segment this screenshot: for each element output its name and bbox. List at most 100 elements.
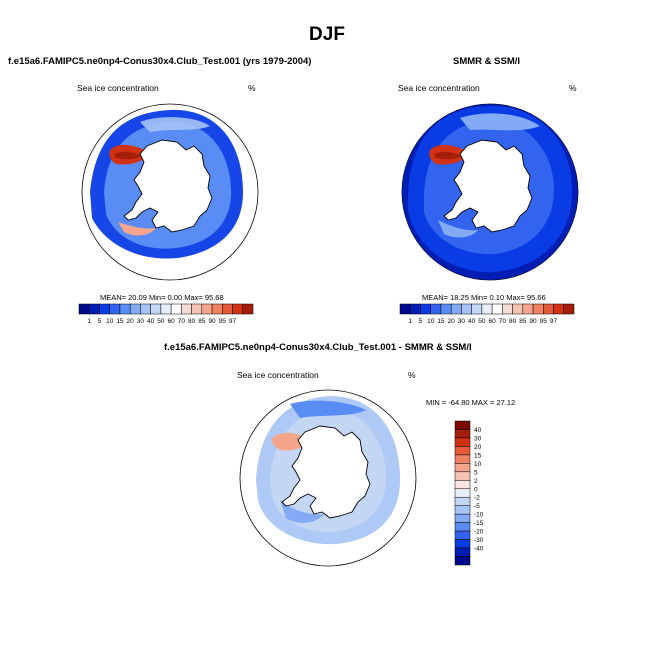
colorbar-2-swatch bbox=[532, 303, 544, 315]
colorbar-3-swatch bbox=[454, 420, 471, 430]
page-title: DJF bbox=[309, 24, 345, 45]
colorbar-2-tick-label: 80 bbox=[509, 318, 517, 325]
colorbar-2-swatch bbox=[440, 303, 452, 315]
colorbar-2-tick-label: 50 bbox=[478, 318, 486, 325]
colorbar-2-swatch bbox=[399, 303, 411, 315]
colorbar-1-swatch bbox=[109, 303, 121, 315]
colorbar-3-swatch bbox=[454, 530, 471, 540]
colorbar-1-tick-label: 10 bbox=[106, 318, 114, 325]
colorbar-3-tick-label: -5 bbox=[474, 503, 480, 510]
colorbar-1-swatch bbox=[222, 303, 233, 315]
colorbar-3-swatch bbox=[454, 454, 471, 464]
colorbar-2-swatch bbox=[502, 303, 513, 315]
colorbar-2-swatch bbox=[563, 303, 575, 315]
panel-2-stats: MEAN= 18.25 Min= 0.10 Max= 95.66 bbox=[422, 293, 546, 302]
colorbar-2-swatch bbox=[430, 303, 442, 315]
colorbar-1-tick-label: 5 bbox=[98, 318, 102, 325]
colorbar-1-swatch bbox=[181, 303, 192, 315]
colorbar-3-tick-label: 40 bbox=[474, 427, 482, 434]
colorbar-1-swatch bbox=[211, 303, 223, 315]
colorbar-3-swatch bbox=[454, 522, 471, 532]
colorbar-1-tick-label: 95 bbox=[219, 318, 227, 325]
colorbar-2-tick-label: 5 bbox=[419, 318, 423, 325]
colorbar-2-tick-label: 15 bbox=[437, 318, 445, 325]
colorbar-2-tick-label: 1 bbox=[408, 318, 412, 325]
colorbar-1-swatch bbox=[150, 303, 162, 315]
colorbar-3-tick-label: -30 bbox=[474, 537, 484, 544]
colorbar-1-tick-label: 60 bbox=[168, 318, 176, 325]
panel-3-units: % bbox=[408, 370, 416, 380]
colorbar-1-tick-label: 15 bbox=[116, 318, 124, 325]
colorbar-2-swatch bbox=[471, 303, 483, 315]
colorbar-1-swatch bbox=[99, 303, 110, 315]
colorbar-1-swatch bbox=[160, 303, 172, 315]
colorbar-3-tick-label: 30 bbox=[474, 435, 482, 442]
colorbar-1-swatch bbox=[129, 303, 141, 315]
colorbar-3-tick-label: -15 bbox=[474, 520, 484, 527]
colorbar-3-swatch bbox=[454, 446, 471, 456]
colorbar-2-tick-label: 40 bbox=[468, 318, 476, 325]
colorbar-2-swatch bbox=[481, 303, 493, 315]
panel-1-stats: MEAN= 20.09 Min= 0.00 Max= 95.68 bbox=[100, 293, 224, 302]
colorbar-2-swatch bbox=[522, 303, 534, 315]
colorbar-3-swatch bbox=[454, 539, 471, 549]
panel-1-title: f.e15a6.FAMIPC5.ne0np4-Conus30x4.Club_Te… bbox=[8, 56, 312, 67]
colorbar-1-tick-label: 80 bbox=[188, 318, 196, 325]
colorbar-3-swatch bbox=[454, 429, 471, 439]
colorbar-2-swatch bbox=[553, 303, 565, 315]
panel-2-title: SMMR & SSM/I bbox=[453, 56, 521, 67]
colorbar-2-tick-label: 30 bbox=[458, 318, 466, 325]
colorbar-1-swatch bbox=[170, 303, 182, 315]
colorbar-3-swatch bbox=[454, 556, 471, 566]
colorbar-2-swatch bbox=[512, 303, 524, 315]
panel-2-field-label: Sea ice concentration bbox=[398, 83, 480, 93]
colorbar-3-tick-label: 0 bbox=[474, 486, 478, 493]
colorbar-1-swatch bbox=[242, 303, 254, 315]
colorbar-3-tick-label: -40 bbox=[474, 546, 484, 553]
colorbar-1-tick-label: 1 bbox=[87, 318, 91, 325]
colorbar-3-swatch bbox=[454, 513, 471, 523]
colorbar-3-swatch bbox=[454, 496, 471, 506]
panel-3-stats: MIN = -64.80 MAX = 27.12 bbox=[426, 398, 516, 407]
colorbar-2-swatch bbox=[420, 303, 431, 315]
colorbar-1-tick-label: 20 bbox=[127, 318, 135, 325]
panel-1-units: % bbox=[248, 83, 256, 93]
colorbar-3-tick-label: 5 bbox=[474, 469, 478, 476]
colorbar-3-tick-label: -2 bbox=[474, 495, 480, 502]
colorbar-1-tick-label: 30 bbox=[137, 318, 145, 325]
colorbar-3-swatch bbox=[454, 463, 471, 473]
colorbar-2-tick-label: 90 bbox=[529, 318, 537, 325]
colorbar-2-swatch bbox=[450, 303, 462, 315]
colorbar-2-swatch bbox=[543, 303, 554, 315]
colorbar-3-tick-label: 20 bbox=[474, 444, 482, 451]
colorbar-1-swatch bbox=[88, 303, 100, 315]
map-panel-3 bbox=[239, 389, 417, 567]
colorbar-2-tick-label: 10 bbox=[427, 318, 435, 325]
map-panel-2 bbox=[401, 103, 579, 281]
colorbar-1-tick-label: 85 bbox=[198, 318, 206, 325]
colorbar-1-swatch bbox=[201, 303, 213, 315]
colorbar-2-swatch bbox=[409, 303, 421, 315]
colorbar-2-swatch bbox=[461, 303, 472, 315]
colorbar-2-tick-label: 95 bbox=[540, 318, 548, 325]
panel-1-field-label: Sea ice concentration bbox=[77, 83, 159, 93]
colorbar-1-swatch bbox=[232, 303, 244, 315]
colorbar-1-swatch bbox=[119, 303, 131, 315]
colorbar-1-swatch bbox=[191, 303, 203, 315]
colorbar-3-swatch bbox=[454, 488, 471, 498]
colorbar-3-tick-label: -20 bbox=[474, 529, 484, 536]
colorbar-3-tick-label: 2 bbox=[474, 478, 478, 485]
colorbar-3-swatch bbox=[454, 437, 471, 447]
colorbar-3-swatch bbox=[454, 480, 471, 490]
panel-2-units: % bbox=[569, 83, 577, 93]
colorbar-panel-1: 1 5 10 15 20 30 40 50 60 70 80 85 90 95 97 bbox=[78, 303, 254, 325]
colorbar-2-tick-label: 85 bbox=[519, 318, 527, 325]
colorbar-2-swatch bbox=[491, 303, 503, 315]
colorbar-3-tick-label: -10 bbox=[474, 512, 484, 519]
colorbar-2-tick-label: 97 bbox=[550, 318, 558, 325]
colorbar-3-tick-label: 10 bbox=[474, 461, 482, 468]
colorbar-1-swatch bbox=[140, 303, 151, 315]
colorbar-3-swatch bbox=[454, 547, 471, 557]
colorbar-2-tick-label: 60 bbox=[489, 318, 497, 325]
